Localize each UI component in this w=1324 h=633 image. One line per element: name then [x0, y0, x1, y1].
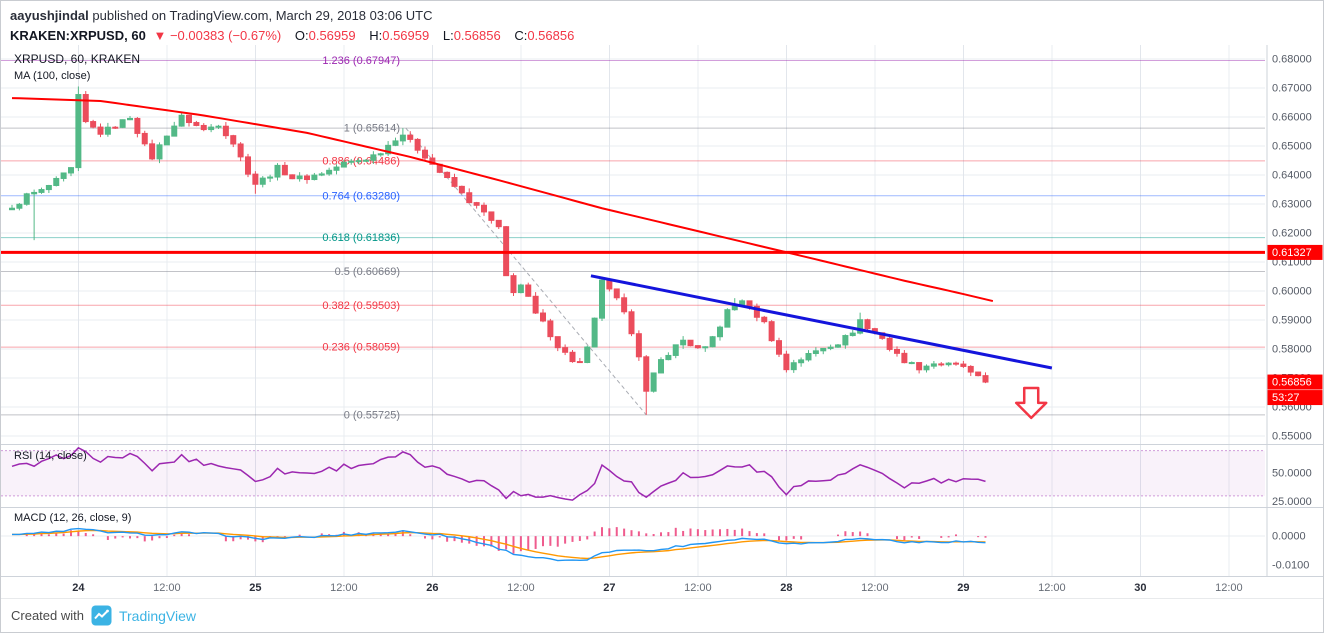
svg-text:0.65000: 0.65000 — [1272, 140, 1312, 152]
high-label: H: — [369, 28, 383, 43]
svg-text:29: 29 — [957, 582, 969, 594]
svg-text:28: 28 — [780, 582, 792, 594]
macd-line[interactable] — [11, 527, 986, 562]
tradingview-logo-icon — [91, 605, 112, 626]
svg-text:0.66000: 0.66000 — [1272, 111, 1312, 123]
open-value: 0.56959 — [308, 28, 356, 43]
svg-text:0.0000: 0.0000 — [1272, 531, 1306, 543]
svg-text:0.59000: 0.59000 — [1272, 314, 1312, 326]
svg-text:0.382 (0.59503): 0.382 (0.59503) — [322, 300, 400, 312]
svg-text:26: 26 — [426, 582, 438, 594]
created-with-text: Created with — [11, 608, 84, 623]
candles-down — [82, 91, 989, 415]
svg-text:0.55000: 0.55000 — [1272, 430, 1312, 442]
chart-canvas[interactable]: 1.236 (0.67947) 1 (0.65614) 0.886 (0.64486… — [1, 45, 1323, 598]
last-price-label: 0.56856 — [1267, 374, 1323, 390]
countdown-label: 53:27 — [1267, 390, 1323, 406]
svg-text:12:00: 12:00 — [1215, 582, 1243, 594]
rsi-line[interactable] — [11, 446, 986, 501]
open-label: O: — [294, 28, 309, 43]
snapshot-header: aayushjindal published on TradingView.co… — [1, 1, 1323, 45]
svg-text:12:00: 12:00 — [507, 582, 535, 594]
low-label: L: — [442, 28, 454, 43]
svg-text:53:27: 53:27 — [1272, 392, 1300, 404]
symbol-title: KRAKEN:XRPUSD, 60 — [10, 28, 146, 43]
svg-text:0.64000: 0.64000 — [1272, 169, 1312, 181]
svg-text:0.61327: 0.61327 — [1272, 247, 1312, 259]
low-value: 0.56856 — [453, 28, 501, 43]
svg-text:0.68000: 0.68000 — [1272, 53, 1312, 65]
publish-info: published on TradingView.com, March 29, … — [92, 8, 433, 23]
svg-text:12:00: 12:00 — [861, 582, 889, 594]
svg-text:50.0000: 50.0000 — [1272, 468, 1312, 480]
change-arrow-icon: ▼ — [153, 28, 167, 43]
ma-100-line[interactable] — [11, 97, 994, 303]
svg-text:0.63000: 0.63000 — [1272, 198, 1312, 210]
tradingview-brand-link[interactable]: TradingView — [118, 607, 197, 624]
svg-text:0.5 (0.60669): 0.5 (0.60669) — [335, 266, 400, 278]
change-value: −0.00383 (−0.67%) — [169, 28, 282, 43]
time-axis[interactable]: 24 12:00 25 12:00 26 12:00 27 12:00 28 12:00 29 12:… — [72, 582, 1242, 594]
svg-text:12:00: 12:00 — [684, 582, 712, 594]
svg-text:12:00: 12:00 — [330, 582, 358, 594]
svg-text:0.58000: 0.58000 — [1272, 343, 1312, 355]
chart-area: 1.236 (0.67947) 1 (0.65614) 0.886 (0.64486… — [1, 45, 1323, 598]
fib-retracement[interactable]: 1.236 (0.67947)1 (0.65614)0.886 (0.64486… — [1, 55, 1265, 421]
svg-text:0.56856: 0.56856 — [1272, 377, 1312, 389]
svg-text:0.236 (0.58059): 0.236 (0.58059) — [322, 342, 400, 354]
ohlc-close: C:0.56856 — [514, 28, 574, 43]
ohlc-low: L:0.56856 — [443, 28, 501, 43]
svg-text:25: 25 — [249, 582, 261, 594]
ohlc-high: H:0.56959 — [369, 28, 429, 43]
down-arrow-icon[interactable] — [1014, 386, 1048, 420]
snapshot-footer: Created with TradingView — [1, 598, 1323, 632]
svg-text:30: 30 — [1134, 582, 1146, 594]
svg-text:27: 27 — [603, 582, 615, 594]
svg-text:24: 24 — [72, 582, 85, 594]
svg-text:0.62000: 0.62000 — [1272, 227, 1312, 239]
close-label: C: — [514, 28, 528, 43]
svg-text:0.618 (0.61836): 0.618 (0.61836) — [322, 232, 400, 244]
svg-text:0.60000: 0.60000 — [1272, 285, 1312, 297]
candles-up — [9, 86, 952, 393]
author-link[interactable]: aayushjindal — [10, 8, 89, 23]
svg-text:25.0000: 25.0000 — [1272, 496, 1312, 508]
high-value: 0.56959 — [382, 28, 430, 43]
rsi-band — [1, 450, 1265, 496]
svg-text:0.67000: 0.67000 — [1272, 82, 1312, 94]
svg-text:12:00: 12:00 — [153, 582, 181, 594]
svg-text:12:00: 12:00 — [1038, 582, 1066, 594]
symbol-line: KRAKEN:XRPUSD, 60 ▼ −0.00383 (−0.67%) O:… — [10, 25, 1323, 46]
fib-diagonal — [405, 127, 647, 416]
publish-line: aayushjindal published on TradingView.co… — [10, 6, 1323, 25]
svg-text:0 (0.55725): 0 (0.55725) — [344, 409, 400, 421]
resistance-price-label: 0.61327 — [1267, 244, 1323, 260]
svg-text:1.236 (0.67947): 1.236 (0.67947) — [322, 55, 400, 67]
trendline[interactable] — [590, 274, 1053, 370]
close-value: 0.56856 — [527, 28, 575, 43]
svg-text:1 (0.65614): 1 (0.65614) — [344, 123, 400, 135]
svg-text:0.764 (0.63280): 0.764 (0.63280) — [322, 190, 400, 202]
price-axis[interactable]: 0.68000 0.67000 0.66000 0.65000 0.64000 0.630… — [1267, 53, 1323, 572]
ohlc-open: O:0.56959 — [295, 28, 356, 43]
svg-text:-0.0100: -0.0100 — [1272, 560, 1309, 572]
